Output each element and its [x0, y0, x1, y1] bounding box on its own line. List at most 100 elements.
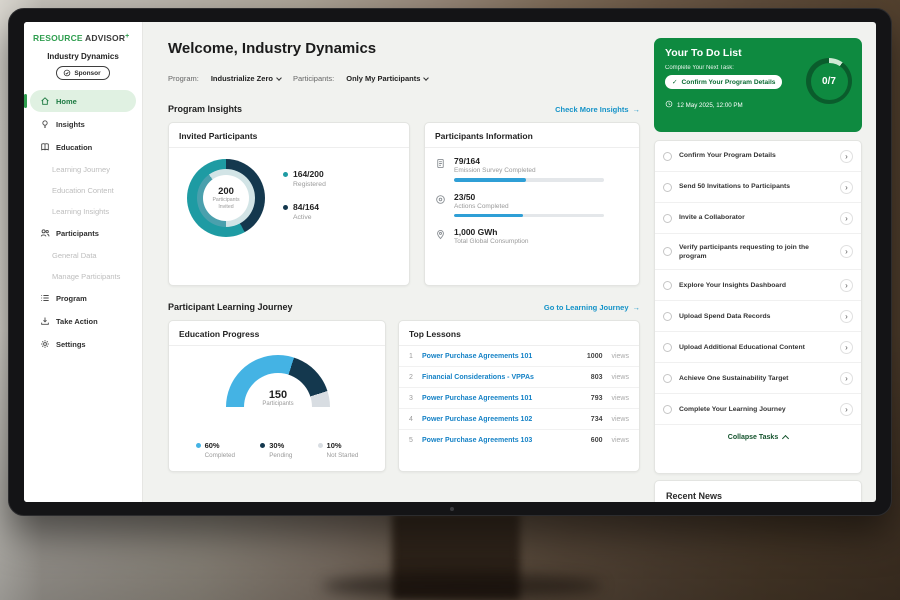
- task-row[interactable]: Explore Your Insights Dashboard ›: [655, 270, 861, 302]
- dashboard-screen: RESOURCE ADVISOR+ Industry Dynamics Spon…: [24, 22, 876, 502]
- sidebar-item-label: Manage Participants: [52, 271, 121, 281]
- stat-emission-survey: 79/164 Emission Survey Completed: [425, 148, 639, 184]
- gauge-value: 150: [268, 389, 288, 401]
- legend-not-started: 10% Not Started: [317, 441, 358, 459]
- task-checkbox[interactable]: [663, 280, 672, 290]
- registered-dot: [283, 171, 288, 177]
- sidebar: RESOURCE ADVISOR+ Industry Dynamics Spon…: [24, 22, 143, 502]
- legend-pending: 30% Pending: [260, 441, 292, 459]
- chevron-right-icon[interactable]: ›: [840, 371, 853, 385]
- lesson-rank: 5: [409, 436, 413, 444]
- next-task-pill[interactable]: ✓ Confirm Your Program Details: [665, 75, 783, 89]
- home-icon: [40, 96, 50, 106]
- task-checkbox[interactable]: [663, 342, 672, 352]
- chevron-right-icon[interactable]: ›: [840, 149, 853, 163]
- collapse-label: Collapse Tasks: [727, 433, 779, 441]
- sidebar-item-home[interactable]: Home: [24, 90, 136, 112]
- task-label: Achieve One Sustainability Target: [679, 374, 789, 382]
- recent-news-card: Recent News: [654, 480, 862, 502]
- check-more-insights-link[interactable]: Check More Insights →: [555, 105, 640, 114]
- lesson-views: 734: [590, 415, 603, 423]
- sidebar-item-learning-insights[interactable]: Learning Insights: [30, 201, 136, 221]
- lesson-link[interactable]: Financial Considerations - VPPAs: [422, 373, 534, 381]
- task-checkbox[interactable]: [663, 247, 672, 257]
- chevron-right-icon[interactable]: ›: [840, 278, 853, 292]
- lesson-rank: 4: [409, 415, 413, 423]
- sidebar-item-label: Learning Insights: [52, 206, 110, 216]
- chevron-down-icon: [423, 74, 430, 81]
- todo-task-list: Confirm Your Program Details › Send 50 I…: [654, 140, 862, 474]
- pending-dot: [260, 443, 266, 448]
- task-row[interactable]: Upload Additional Educational Content ›: [655, 332, 861, 364]
- lesson-row: 2 Financial Considerations - VPPAs 803 v…: [399, 367, 639, 388]
- lesson-row: 1 Power Purchase Agreements 101 1000 vie…: [399, 346, 639, 367]
- card-title: Top Lessons: [399, 321, 639, 346]
- lesson-link[interactable]: Power Purchase Agreements 102: [422, 415, 533, 423]
- go-to-learning-journey-link[interactable]: Go to Learning Journey →: [544, 303, 640, 312]
- chevron-right-icon[interactable]: ›: [840, 402, 853, 416]
- sponsor-badge: Sponsor: [56, 66, 110, 80]
- task-row[interactable]: Achieve One Sustainability Target ›: [655, 363, 861, 395]
- gauge-center: 150 Participants: [226, 389, 330, 407]
- sidebar-item-education[interactable]: Education: [30, 136, 136, 158]
- program-insights-header: Program Insights Check More Insights →: [168, 104, 640, 114]
- clipboard-icon: [435, 158, 446, 169]
- sidebar-item-general-data[interactable]: General Data: [30, 245, 136, 265]
- task-row[interactable]: Upload Spend Data Records ›: [655, 301, 861, 333]
- lesson-link[interactable]: Power Purchase Agreements 103: [422, 436, 533, 444]
- chevron-right-icon[interactable]: ›: [840, 211, 853, 225]
- lesson-link[interactable]: Power Purchase Agreements 101: [422, 352, 533, 360]
- sidebar-item-manage-participants[interactable]: Manage Participants: [30, 266, 136, 286]
- donut-center-label: Participants Invited: [212, 197, 240, 210]
- sidebar-item-label: General Data: [52, 250, 97, 260]
- chevron-right-icon[interactable]: ›: [840, 180, 853, 194]
- sidebar-item-settings[interactable]: Settings: [30, 333, 136, 355]
- sidebar-item-learning-journey[interactable]: Learning Journey: [30, 159, 136, 179]
- invited-donut-ring: 200 Participants Invited: [187, 159, 265, 237]
- sidebar-item-program[interactable]: Program: [30, 287, 136, 309]
- sidebar-item-participants[interactable]: Participants: [30, 222, 136, 244]
- task-checkbox[interactable]: [663, 311, 672, 321]
- sidebar-item-insights[interactable]: Insights: [30, 113, 136, 135]
- clock-icon: [665, 100, 673, 110]
- completed-pct: 60%: [204, 441, 220, 450]
- task-checkbox[interactable]: [663, 182, 672, 192]
- stat-value: 79/164: [454, 156, 480, 166]
- lesson-link[interactable]: Power Purchase Agreements 101: [422, 394, 533, 402]
- views-suffix: views: [611, 373, 629, 381]
- task-row[interactable]: Complete Your Learning Journey ›: [655, 394, 861, 426]
- lesson-rank: 2: [409, 373, 413, 381]
- task-checkbox[interactable]: [663, 151, 672, 161]
- program-filter-dropdown[interactable]: Industrialize Zero: [211, 74, 282, 83]
- task-label: Verify participants requesting to join t…: [679, 243, 809, 260]
- chevron-right-icon[interactable]: ›: [840, 245, 853, 259]
- card-title: Participants Information: [425, 123, 639, 148]
- filter-bar: Program: Industrialize Zero Participants…: [168, 74, 430, 83]
- invited-legend: 164/200 Registered 84/164 Active: [283, 169, 326, 235]
- views-suffix: views: [611, 415, 629, 423]
- task-checkbox[interactable]: [663, 213, 672, 223]
- stat-label: Total Global Consumption: [454, 238, 529, 245]
- sidebar-item-label: Education Content: [52, 185, 114, 195]
- chevron-right-icon[interactable]: ›: [840, 309, 853, 323]
- education-icon: [40, 142, 50, 152]
- todo-title: Your To Do List: [665, 47, 742, 59]
- sidebar-item-label: Take Action: [56, 316, 98, 326]
- not-started-dot: [317, 443, 323, 448]
- task-row[interactable]: Invite a Collaborator ›: [655, 203, 861, 234]
- actions-progress-bar: [454, 213, 604, 217]
- task-row[interactable]: Confirm Your Program Details ›: [655, 141, 861, 172]
- sidebar-item-take-action[interactable]: Take Action: [30, 310, 136, 332]
- task-checkbox[interactable]: [663, 404, 672, 414]
- legend-registered: 164/200 Registered: [283, 169, 326, 188]
- sidebar-item-education-content[interactable]: Education Content: [30, 180, 136, 200]
- task-label: Upload Additional Educational Content: [679, 343, 805, 351]
- task-checkbox[interactable]: [663, 373, 672, 383]
- collapse-tasks-button[interactable]: Collapse Tasks: [655, 425, 861, 449]
- chevron-right-icon[interactable]: ›: [840, 340, 853, 354]
- task-row[interactable]: Send 50 Invitations to Participants ›: [655, 172, 861, 203]
- check-icon: ✓: [672, 79, 678, 86]
- task-row[interactable]: Verify participants requesting to join t…: [655, 234, 861, 271]
- participants-filter-dropdown[interactable]: Only My Participants: [346, 74, 430, 83]
- views-suffix: views: [611, 394, 629, 402]
